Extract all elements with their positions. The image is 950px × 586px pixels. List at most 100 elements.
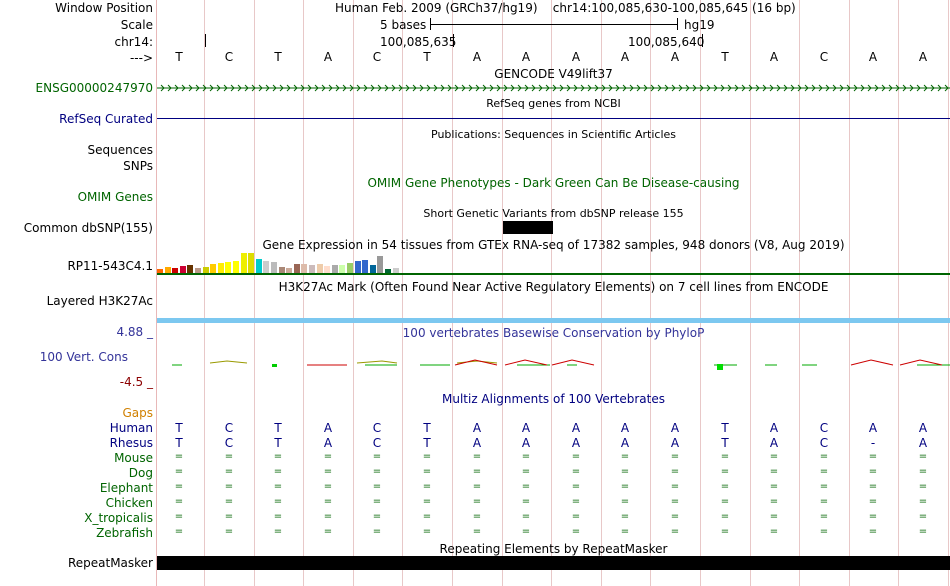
refseq-label[interactable]: RefSeq Curated (59, 112, 153, 126)
alignment-base: A (571, 436, 581, 450)
refseq-gene-line[interactable] (157, 118, 950, 119)
gtex-tissue-bar[interactable] (172, 268, 179, 273)
gtex-tissue-bar[interactable] (263, 261, 270, 273)
alignment-base: T (423, 421, 431, 435)
gtex-tissue-bar[interactable] (385, 269, 391, 273)
alignment-base: = (868, 481, 878, 492)
species-label[interactable]: Elephant (99, 481, 153, 495)
refseq-title: RefSeq genes from NCBI (486, 97, 621, 110)
alignment-base: = (620, 481, 630, 492)
gencode-label[interactable]: ENSG00000247970 (35, 81, 153, 95)
alignment-base: = (769, 466, 779, 477)
strand-arrow (636, 84, 641, 92)
strand-arrow (923, 84, 928, 92)
alignment-base: A (769, 436, 779, 450)
gtex-tissue-bar[interactable] (179, 266, 186, 273)
alignment-base: = (670, 481, 680, 492)
species-label[interactable]: X_tropicalis (84, 511, 153, 525)
gridline (750, 0, 751, 586)
scale-label: Scale (120, 18, 153, 32)
gtex-tissue-bar[interactable] (278, 267, 285, 273)
gtex-tissue-bar[interactable] (324, 266, 331, 273)
gtex-tissue-bar[interactable] (339, 265, 346, 273)
alignment-base: T (274, 421, 282, 435)
species-label[interactable]: Human (109, 421, 153, 435)
gtex-tissue-bar[interactable] (202, 267, 209, 273)
alignment-base: = (422, 466, 432, 477)
alignment-base: = (372, 466, 382, 477)
dbsnp-label[interactable]: Common dbSNP(155) (23, 221, 153, 235)
alignment-base: = (372, 511, 382, 522)
alignment-base: T (721, 421, 729, 435)
strand-arrow (566, 84, 571, 92)
gtex-tissue-bar[interactable] (286, 268, 293, 273)
alignment-base: T (721, 436, 729, 450)
publications-label-snps[interactable]: SNPs (123, 159, 153, 173)
gtex-tissue-bar[interactable] (354, 261, 361, 273)
alignment-base: A (918, 421, 928, 435)
species-label[interactable]: Zebrafish (96, 526, 153, 540)
repeatmasker-label[interactable]: RepeatMasker (67, 556, 153, 570)
alignment-base: = (323, 466, 333, 477)
strand-arrow (685, 84, 690, 92)
gtex-tissue-bar[interactable] (362, 260, 369, 273)
gtex-tissue-bar[interactable] (293, 264, 300, 273)
alignment-base: = (571, 466, 581, 477)
gtex-tissue-bar[interactable] (240, 253, 247, 273)
gtex-tissue-bar[interactable] (347, 263, 353, 273)
strand-arrow (237, 84, 242, 92)
publications-label-sequences[interactable]: Sequences (87, 143, 153, 157)
assembly-title: Human Feb. 2009 (GRCh37/hg19) chr14:100,… (335, 1, 796, 15)
gtex-tissue-bar[interactable] (377, 256, 384, 273)
gtex-tissue-bar[interactable] (157, 269, 163, 273)
phylop-label[interactable]: 100 Vert. Cons (39, 350, 128, 364)
gtex-tissue-bar[interactable] (225, 262, 232, 273)
alignment-base: = (571, 481, 581, 492)
alignment-base: A (571, 421, 581, 435)
gtex-tissue-bar[interactable] (195, 268, 201, 273)
gtex-tissue-bar[interactable] (210, 264, 217, 273)
alignment-base: A (323, 421, 333, 435)
gtex-tissue-bar[interactable] (248, 253, 255, 273)
gtex-tissue-bar[interactable] (255, 259, 262, 273)
alignment-base: A (521, 421, 531, 435)
gtex-tissue-bar[interactable] (309, 265, 315, 273)
alignment-base: A (918, 436, 928, 450)
gtex-tissue-bar[interactable] (369, 265, 376, 273)
species-label[interactable]: Dog (128, 466, 153, 480)
alignment-base: = (273, 526, 283, 537)
gtex-tissue-bar[interactable] (217, 263, 224, 273)
gtex-tissue-bar[interactable] (301, 264, 308, 273)
alignment-base: = (720, 451, 730, 462)
gtex-tissue-bar[interactable] (187, 265, 194, 273)
h3k27ac-signal-bar[interactable] (157, 318, 950, 323)
gtex-tissue-bar[interactable] (316, 264, 323, 273)
alignment-base: = (422, 526, 432, 537)
species-label[interactable]: Chicken (105, 496, 153, 510)
alignment-base: = (868, 451, 878, 462)
phylop-min: -4.5 _ (119, 375, 153, 389)
dbsnp-variant-block[interactable] (503, 221, 553, 234)
gaps-label[interactable]: Gaps (122, 406, 153, 420)
gtex-tissue-bar[interactable] (392, 268, 399, 273)
alignment-base: = (422, 451, 432, 462)
base-letter: T (175, 50, 183, 64)
phylop-wiggle[interactable] (157, 350, 950, 375)
repeatmasker-element[interactable] (157, 556, 950, 570)
gtex-tissue-bar[interactable] (233, 261, 239, 273)
alignment-base: C (819, 436, 829, 450)
alignment-base: = (868, 496, 878, 507)
species-label[interactable]: Mouse (114, 451, 153, 465)
multiz-title: Multiz Alignments of 100 Vertebrates (441, 392, 666, 406)
h3k27ac-label[interactable]: Layered H3K27Ac (46, 294, 153, 308)
gtex-tissue-bar[interactable] (164, 267, 171, 273)
strand-arrow (657, 84, 662, 92)
gtex-label[interactable]: RP11-543C4.1 (67, 259, 153, 273)
gencode-gene-track[interactable] (157, 82, 950, 94)
alignment-base: = (620, 496, 630, 507)
species-label[interactable]: Rhesus (109, 436, 153, 450)
gtex-tissue-bar[interactable] (331, 265, 338, 273)
gtex-tissue-bar[interactable] (271, 262, 277, 273)
omim-label[interactable]: OMIM Genes (77, 190, 153, 204)
strand-arrow (342, 84, 347, 92)
